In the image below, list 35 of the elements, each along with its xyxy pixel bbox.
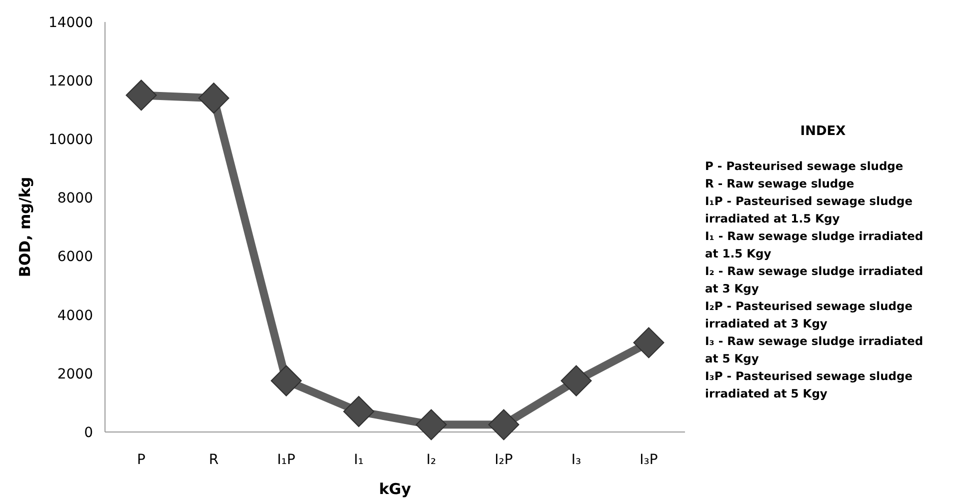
text: I₁P - Pasteurised sewage sludge irradiated at 1.5 Kgy bbox=[705, 194, 913, 226]
y-tick-label: 2000 bbox=[57, 366, 93, 382]
y-tick-label: 4000 bbox=[57, 308, 93, 324]
text: R - Raw sewage sludge bbox=[705, 176, 854, 190]
x-tick-label: I₂ bbox=[426, 452, 436, 468]
x-tick-label: I₁P bbox=[277, 452, 296, 468]
point bbox=[633, 327, 664, 358]
text: I₃ - Raw sewage sludge irradiated at 5 Kgy bbox=[705, 334, 924, 366]
x-tick-label: I₃P bbox=[640, 452, 658, 468]
x-tick-label: I₃ bbox=[571, 452, 582, 468]
point bbox=[416, 409, 447, 440]
y-tick-label: 14000 bbox=[48, 14, 93, 31]
y-tick-label: 0 bbox=[84, 424, 93, 441]
x-tick-label: P bbox=[137, 452, 146, 468]
x-tick-label: I₂P bbox=[494, 452, 513, 468]
point bbox=[198, 82, 230, 114]
text: I₂ - Raw sewage sludge irradiated at 3 Kgy bbox=[705, 264, 924, 296]
text: I₂P - Pasteurised sewage sludge irradiated at 3 Kgy bbox=[705, 299, 913, 330]
y-tick-label: 8000 bbox=[57, 190, 93, 207]
x-tick-label: I₁ bbox=[354, 452, 364, 468]
text: INDEX bbox=[800, 124, 846, 139]
y-tick-label: 10000 bbox=[48, 132, 93, 148]
x-tick-label: R bbox=[208, 452, 219, 468]
point bbox=[126, 80, 157, 111]
point bbox=[560, 365, 592, 396]
y-tick-label: 6000 bbox=[57, 249, 93, 266]
point bbox=[488, 409, 520, 440]
text: I₁ - Raw sewage sludge irradiated at 1.5 Kgy bbox=[705, 229, 924, 260]
y-axis-title: BOD, mg/kg bbox=[16, 176, 34, 278]
text: I₃P - Pasteurised sewage sludge irradiated at 5 Kgy bbox=[705, 369, 913, 400]
point bbox=[270, 365, 302, 396]
point bbox=[343, 396, 374, 427]
y-tick-label: 12000 bbox=[48, 73, 93, 90]
x-axis-title: kGy bbox=[378, 480, 412, 498]
text: P - Pasteurised sewage sludge bbox=[705, 159, 904, 173]
